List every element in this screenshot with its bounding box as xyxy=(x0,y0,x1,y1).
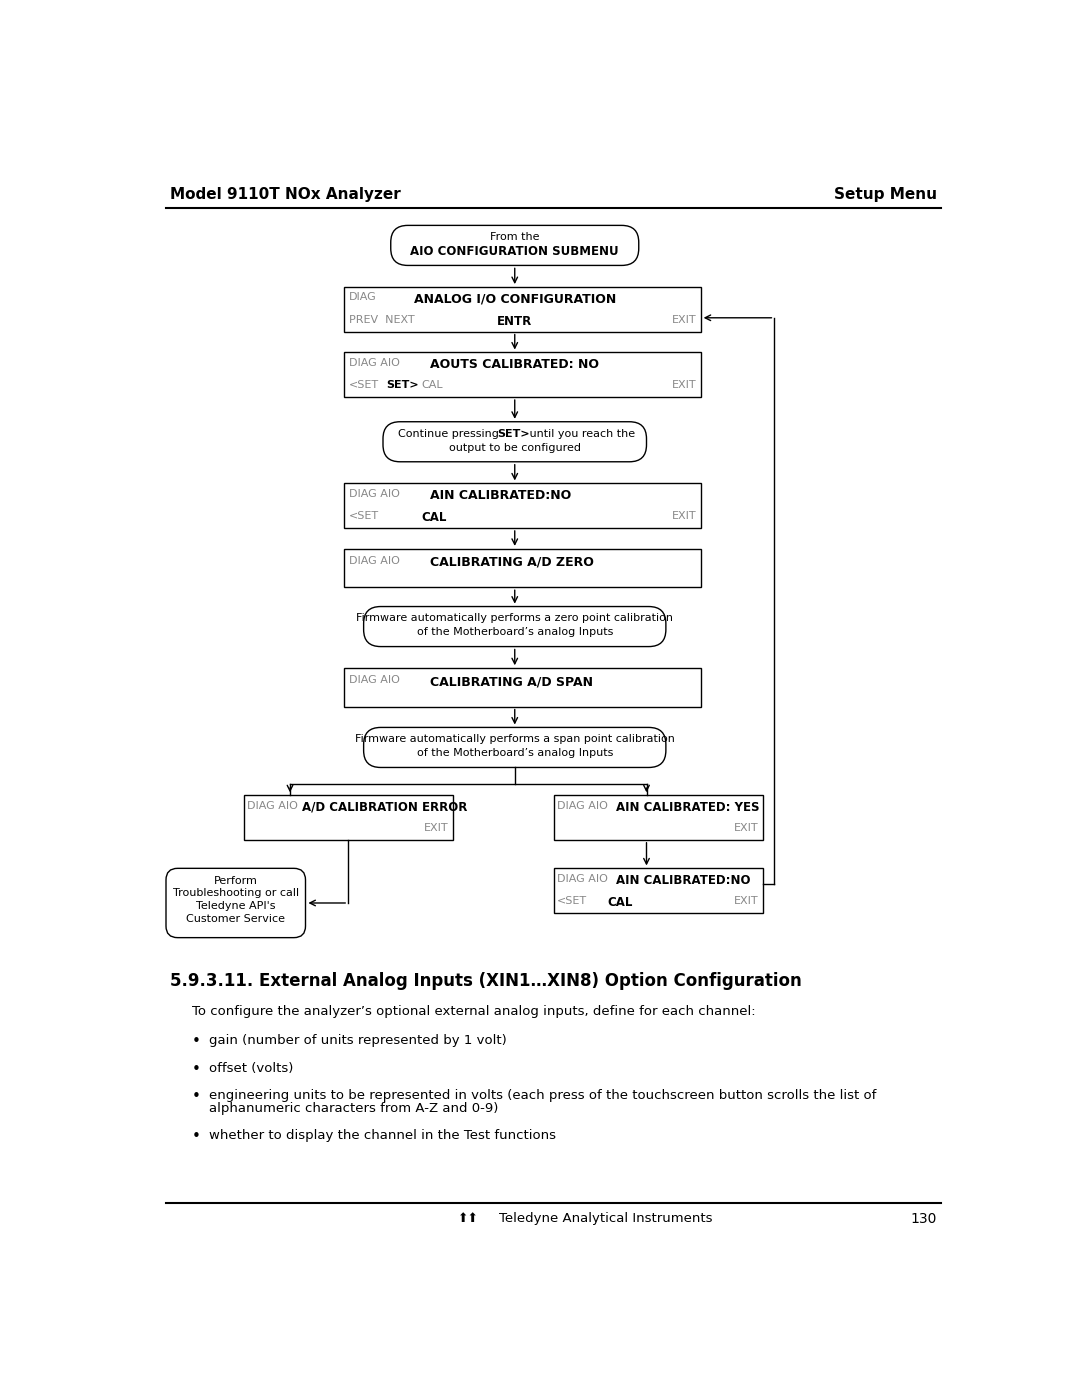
Text: DIAG AIO: DIAG AIO xyxy=(349,489,400,499)
Text: whether to display the channel in the Test functions: whether to display the channel in the Te… xyxy=(208,1129,555,1143)
Text: Customer Service: Customer Service xyxy=(186,914,285,923)
Text: To configure the analyzer’s optional external analog inputs, define for each cha: To configure the analyzer’s optional ext… xyxy=(191,1004,755,1017)
Text: DIAG AIO: DIAG AIO xyxy=(349,358,400,367)
Text: SET>: SET> xyxy=(498,429,530,440)
Text: CAL: CAL xyxy=(608,895,633,909)
Text: 5.9.3.11. External Analog Inputs (XIN1…XIN8) Option Configuration: 5.9.3.11. External Analog Inputs (XIN1…X… xyxy=(170,972,801,990)
Text: DIAG AIO: DIAG AIO xyxy=(349,556,400,566)
Text: Setup Menu: Setup Menu xyxy=(834,187,937,203)
Text: CALIBRATING A/D SPAN: CALIBRATING A/D SPAN xyxy=(430,675,593,689)
Bar xyxy=(345,286,701,331)
Text: CALIBRATING A/D ZERO: CALIBRATING A/D ZERO xyxy=(430,556,593,569)
Text: From the: From the xyxy=(490,232,540,242)
Bar xyxy=(345,668,701,707)
Text: Troubleshooting or call: Troubleshooting or call xyxy=(173,888,299,898)
Text: •: • xyxy=(191,1062,201,1077)
Text: EXIT: EXIT xyxy=(672,314,697,324)
Text: DIAG AIO: DIAG AIO xyxy=(557,800,608,810)
Text: A/D CALIBRATION ERROR: A/D CALIBRATION ERROR xyxy=(301,800,467,813)
Bar xyxy=(554,869,762,914)
Text: Continue pressing: Continue pressing xyxy=(399,429,503,440)
Text: of the Motherboard’s analog Inputs: of the Motherboard’s analog Inputs xyxy=(417,749,613,759)
Text: AOUTS CALIBRATED: NO: AOUTS CALIBRATED: NO xyxy=(430,358,598,370)
Bar xyxy=(243,795,453,840)
Text: <SET: <SET xyxy=(557,895,588,907)
Text: of the Motherboard’s analog Inputs: of the Motherboard’s analog Inputs xyxy=(417,627,613,637)
Bar xyxy=(345,549,701,587)
Text: output to be configured: output to be configured xyxy=(449,443,581,453)
Text: <SET: <SET xyxy=(349,380,379,390)
Text: SET>: SET> xyxy=(387,380,419,390)
Text: •: • xyxy=(191,1090,201,1105)
Bar xyxy=(345,352,701,397)
Text: Teledyne Analytical Instruments: Teledyne Analytical Instruments xyxy=(499,1213,713,1225)
Text: PREV  NEXT: PREV NEXT xyxy=(349,314,415,324)
FancyBboxPatch shape xyxy=(364,728,666,767)
Text: AIO CONFIGURATION SUBMENU: AIO CONFIGURATION SUBMENU xyxy=(410,246,619,258)
Text: EXIT: EXIT xyxy=(672,380,697,390)
Text: CAL: CAL xyxy=(422,380,444,390)
Text: •: • xyxy=(191,1129,201,1144)
Text: Teledyne API's: Teledyne API's xyxy=(195,901,275,911)
Text: AIN CALIBRATED:NO: AIN CALIBRATED:NO xyxy=(430,489,570,502)
FancyBboxPatch shape xyxy=(166,869,306,937)
Text: Perform: Perform xyxy=(214,876,258,886)
Text: DIAG: DIAG xyxy=(349,292,377,302)
Text: DIAG AIO: DIAG AIO xyxy=(349,675,400,685)
Text: <SET: <SET xyxy=(349,511,379,521)
Text: Firmware automatically performs a zero point calibration: Firmware automatically performs a zero p… xyxy=(356,613,673,623)
Text: CAL: CAL xyxy=(422,511,447,524)
Text: engineering units to be represented in volts (each press of the touchscreen butt: engineering units to be represented in v… xyxy=(208,1090,876,1102)
Text: EXIT: EXIT xyxy=(734,823,759,833)
Bar xyxy=(554,795,762,840)
Text: alphanumeric characters from A-Z and 0-9): alphanumeric characters from A-Z and 0-9… xyxy=(208,1102,498,1115)
Text: EXIT: EXIT xyxy=(424,823,449,833)
Bar xyxy=(345,483,701,528)
Text: ANALOG I/O CONFIGURATION: ANALOG I/O CONFIGURATION xyxy=(414,292,616,306)
Text: EXIT: EXIT xyxy=(672,511,697,521)
Text: until you reach the: until you reach the xyxy=(526,429,635,440)
Text: offset (volts): offset (volts) xyxy=(208,1062,293,1074)
Text: AIN CALIBRATED:NO: AIN CALIBRATED:NO xyxy=(616,873,750,887)
Text: gain (number of units represented by 1 volt): gain (number of units represented by 1 v… xyxy=(208,1034,507,1046)
Text: Model 9110T NOx Analyzer: Model 9110T NOx Analyzer xyxy=(170,187,401,203)
Text: DIAG AIO: DIAG AIO xyxy=(247,800,298,810)
Text: •: • xyxy=(191,1034,201,1049)
FancyBboxPatch shape xyxy=(391,225,638,265)
Text: DIAG AIO: DIAG AIO xyxy=(557,873,608,884)
Text: ENTR: ENTR xyxy=(497,314,532,328)
Text: Firmware automatically performs a span point calibration: Firmware automatically performs a span p… xyxy=(355,735,675,745)
Text: EXIT: EXIT xyxy=(734,895,759,907)
Text: ⬆⬆: ⬆⬆ xyxy=(458,1213,478,1225)
FancyBboxPatch shape xyxy=(383,422,647,462)
Text: AIN CALIBRATED: YES: AIN CALIBRATED: YES xyxy=(616,800,759,813)
FancyBboxPatch shape xyxy=(364,606,666,647)
Text: 130: 130 xyxy=(910,1211,937,1225)
